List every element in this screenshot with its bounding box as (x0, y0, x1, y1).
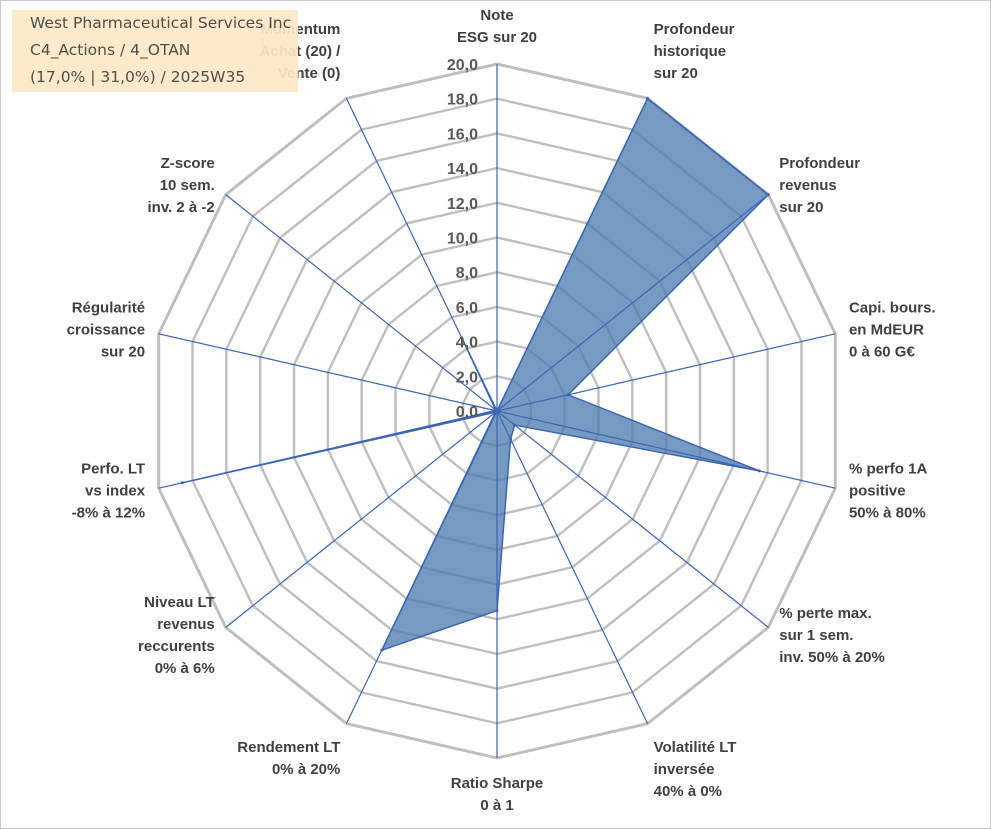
axis-spoke (496, 333, 836, 412)
axis-label-line: reccurents (138, 638, 215, 655)
axis-spoke (496, 410, 769, 628)
axis-label-line: 50% à 80% (849, 504, 926, 521)
axis-label-line: Ratio Sharpe (451, 775, 544, 792)
tick-label: 6,0 (456, 300, 478, 317)
axis-label-line: Régularité (72, 300, 145, 317)
axis-label-line: vs index (85, 482, 146, 499)
chart-subtitle-period: (17,0% | 31,0%) / 2025W35 (30, 68, 246, 86)
axis-label: Perfo. LT vs index -8% à 12% (72, 460, 146, 521)
axis-label-line: revenus (779, 177, 837, 194)
tick-label: 4,0 (456, 335, 478, 352)
axis-label: Ratio Sharpe 0 à 1 (451, 775, 544, 814)
axis-label-line: sur 20 (779, 199, 823, 216)
radar-spokes (158, 64, 836, 758)
axis-label-line: 10 sem. (160, 177, 215, 194)
axis-label: Rendement LT 0% à 20% (237, 739, 340, 778)
axis-label-line: 0% à 6% (155, 660, 215, 677)
tick-label: 8,0 (456, 265, 478, 282)
axis-label-line: Volatilité LT (654, 739, 737, 756)
axis-spoke (225, 194, 498, 412)
axis-label-line: Perfo. LT (81, 460, 145, 477)
axis-label-line: Rendement LT (237, 739, 340, 756)
axis-label-line: inv. 2 à -2 (147, 199, 214, 216)
axis-label: % perfo 1A positive 50% à 80% (849, 460, 928, 521)
axis-label-line: Note (480, 7, 513, 24)
axis-spoke (345, 410, 498, 724)
axis-spoke (496, 194, 769, 412)
radial-tick-labels: 0,0 2,0 4,0 6,0 8,0 10,0 12,0 14,0 16,0 18,0 20,0 (447, 57, 478, 421)
axis-label-line: Profondeur (779, 155, 860, 172)
axis-label-line: inversée (654, 761, 715, 778)
axis-label: Z-score 10 sem. inv. 2 à -2 (147, 155, 214, 216)
tick-label: 2,0 (456, 369, 478, 386)
axis-label-line: % perte max. (779, 605, 872, 622)
axis-label-line: 0% à 20% (272, 761, 340, 778)
axis-spoke (496, 98, 649, 412)
title-box: West Pharmaceutical Services Inc C4_Acti… (12, 10, 298, 92)
axis-label-line: sur 1 sem. (779, 627, 853, 644)
axis-spoke (225, 410, 498, 628)
tick-label: 0,0 (456, 404, 478, 421)
axis-label-line: en MdEUR (849, 322, 924, 339)
axis-label-line: revenus (157, 616, 215, 633)
axis-label: Régularité croissance sur 20 (67, 300, 145, 361)
axis-label-line: -8% à 12% (72, 504, 145, 521)
axis-label: Niveau LT revenus reccurents 0% à 6% (138, 594, 215, 677)
axis-label-line: croissance (67, 322, 145, 339)
chart-subtitle-portfolio: C4_Actions / 4_OTAN (30, 41, 191, 59)
axis-spoke (158, 333, 498, 412)
axis-label-line: 40% à 0% (654, 783, 722, 800)
axis-label-line: Profondeur (654, 21, 735, 38)
axis-spoke (496, 410, 649, 724)
axis-label-line: % perfo 1A (849, 460, 928, 477)
axis-label: Volatilité LT inversée 40% à 0% (654, 739, 737, 800)
axis-label-line: 0 à 60 G€ (849, 344, 916, 361)
axis-label-line: positive (849, 482, 906, 499)
axis-spoke (158, 410, 498, 489)
axis-label: % perte max. sur 1 sem. inv. 50% à 20% (779, 605, 885, 666)
tick-label: 20,0 (447, 57, 478, 74)
axis-label-line: sur 20 (654, 65, 698, 82)
axis-label-line: historique (654, 43, 727, 60)
tick-label: 14,0 (447, 161, 478, 178)
axis-label-line: inv. 50% à 20% (779, 649, 885, 666)
axis-label: Profondeur historique sur 20 (654, 21, 735, 82)
axis-label-line: Capi. bours. (849, 300, 936, 317)
tick-label: 12,0 (447, 196, 478, 213)
axis-label-line: Niveau LT (144, 594, 215, 611)
tick-label: 10,0 (447, 231, 478, 248)
tick-label: 18,0 (447, 92, 478, 109)
axis-label-line: ESG sur 20 (457, 29, 537, 46)
axis-label: Capi. bours. en MdEUR 0 à 60 G€ (849, 300, 936, 361)
chart-title: West Pharmaceutical Services Inc (30, 14, 292, 32)
axis-spoke (496, 410, 836, 489)
axis-label-line: sur 20 (101, 344, 145, 361)
axis-label-line: 0 à 1 (480, 797, 513, 814)
axis-spoke (345, 98, 498, 412)
axis-label-line: Z-score (161, 155, 215, 172)
axis-label: Note ESG sur 20 (457, 7, 537, 46)
axis-label: Profondeur revenus sur 20 (779, 155, 860, 216)
tick-label: 16,0 (447, 126, 478, 143)
